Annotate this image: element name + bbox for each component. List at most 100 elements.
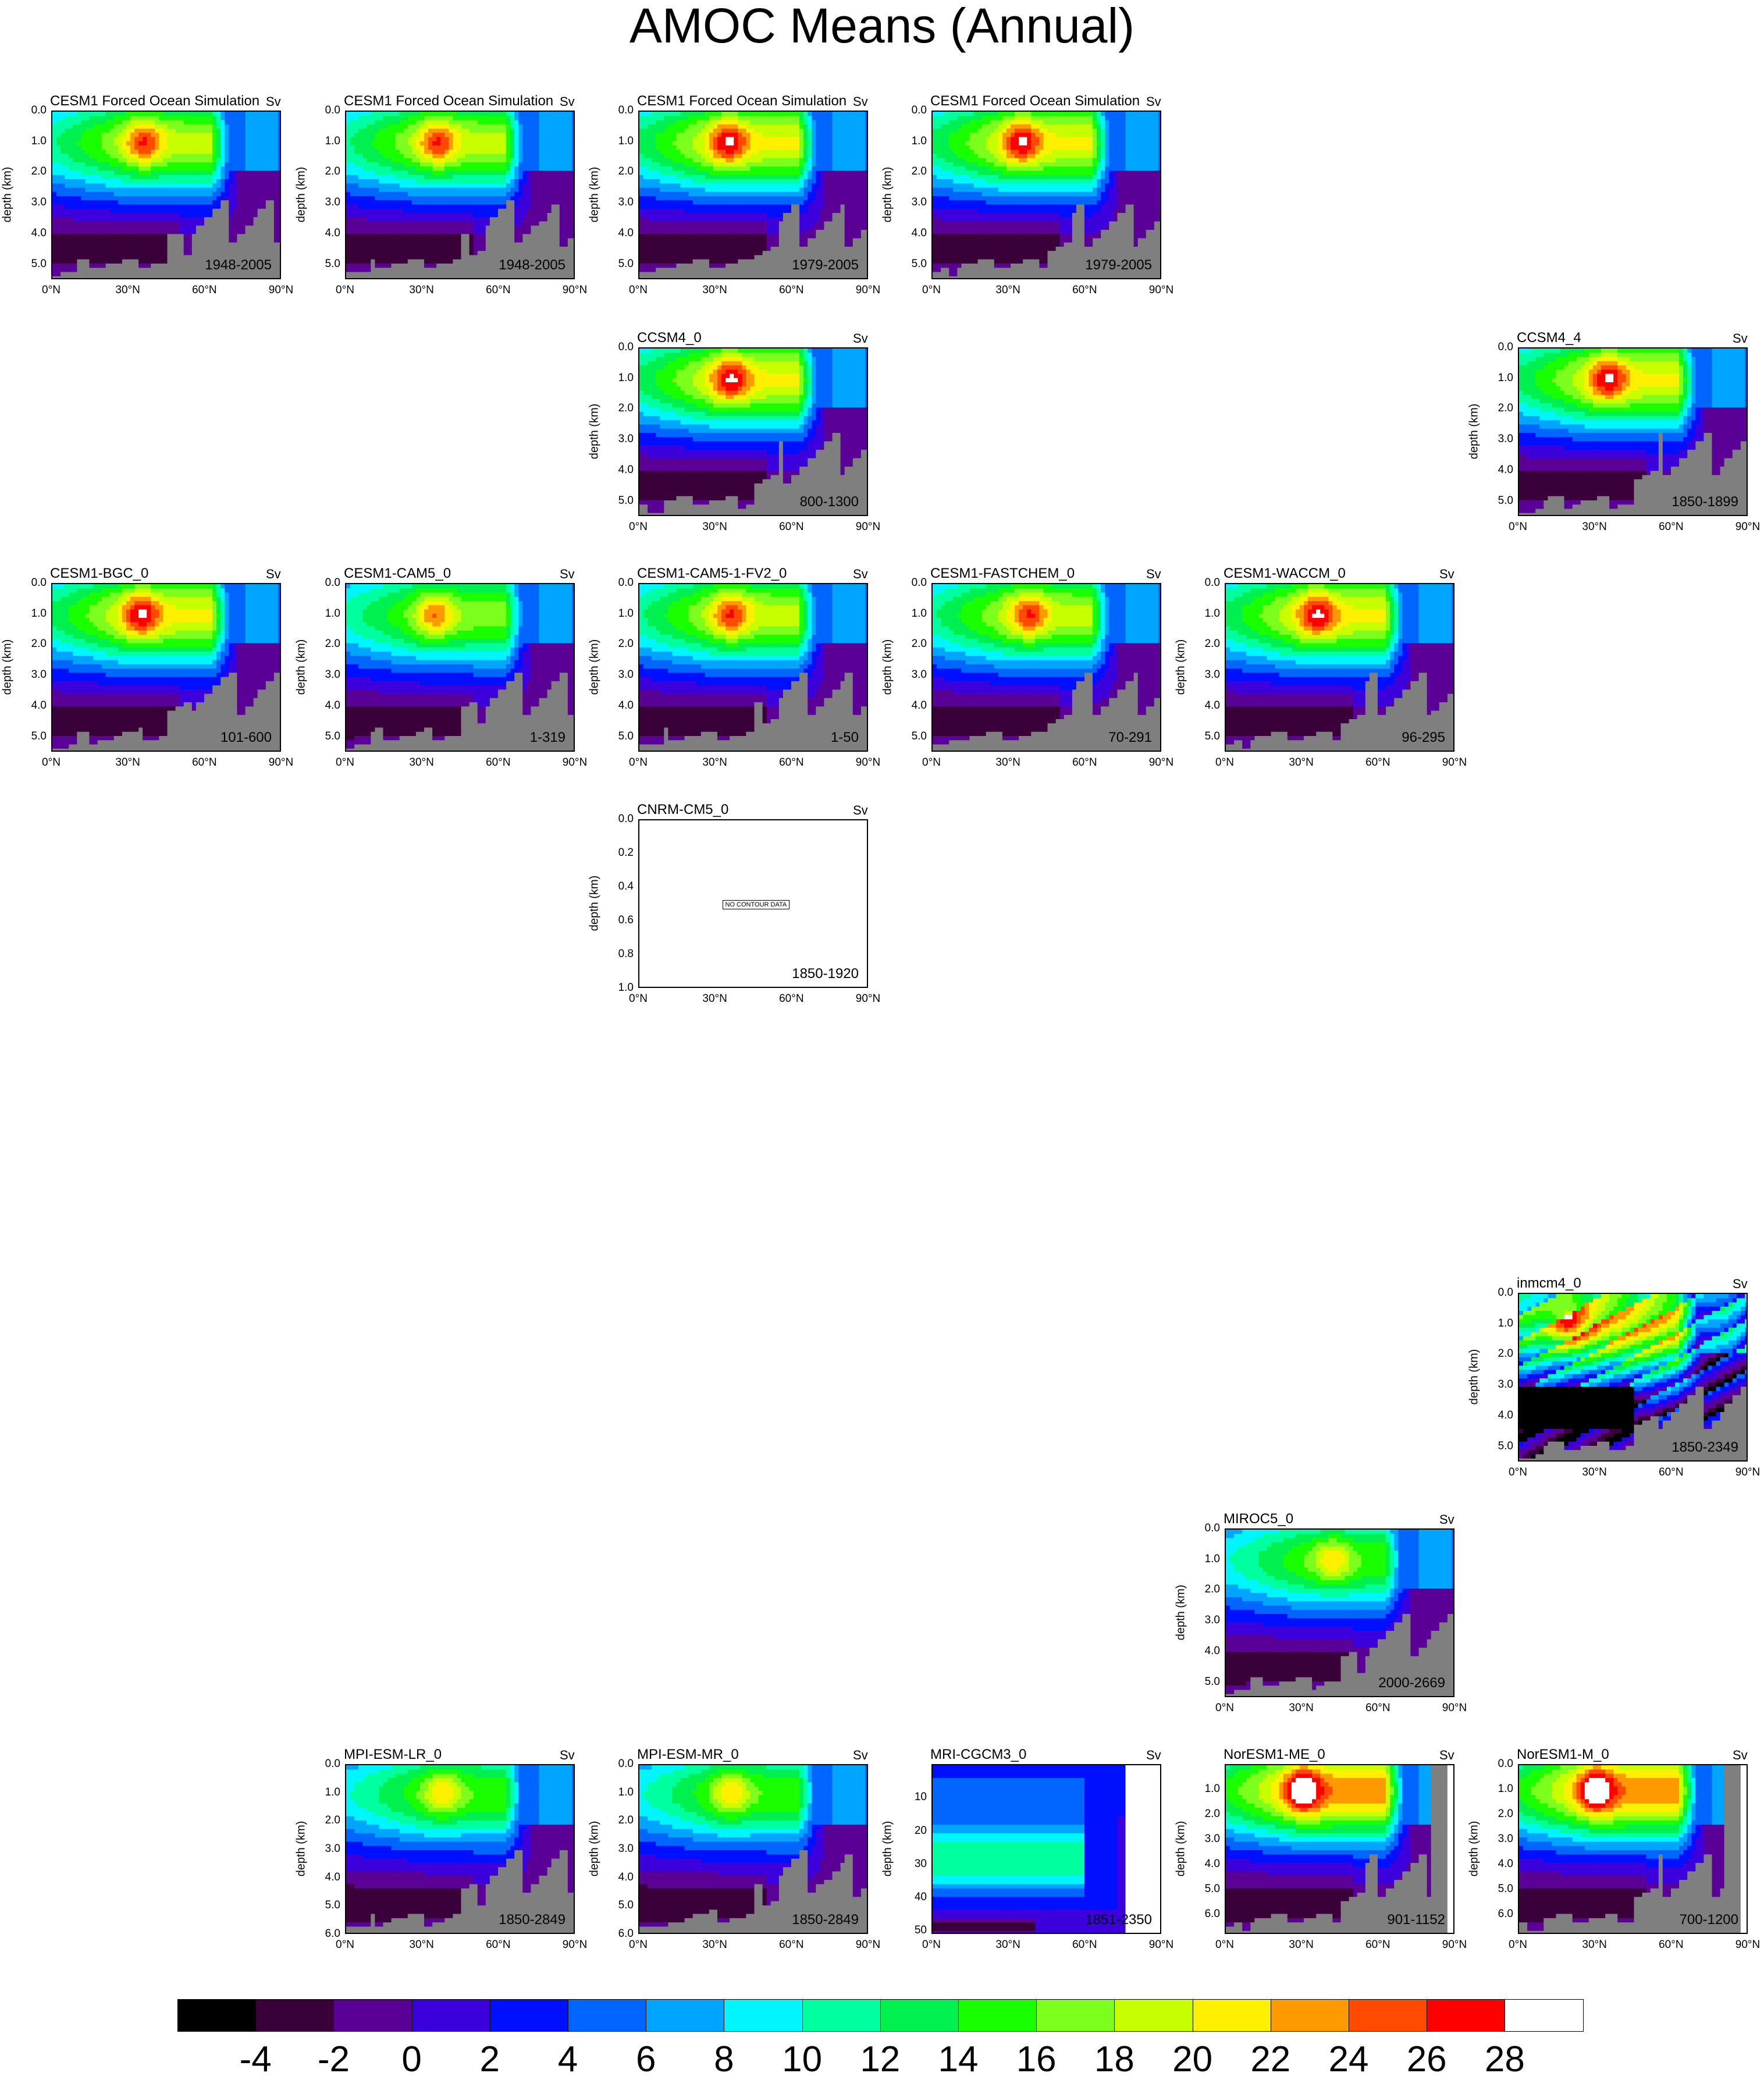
y-tick-label: 2.0 <box>312 1814 340 1827</box>
colorbar-tick-label: 18 <box>1079 2039 1149 2080</box>
y-axis-label: depth (km) <box>1175 1817 1188 1881</box>
y-tick-label: 4.0 <box>19 227 47 240</box>
y-tick-label: 3.0 <box>606 196 634 209</box>
panel-unit-label: Sv <box>853 94 868 109</box>
colorbar-swatch <box>1271 1999 1349 2032</box>
colorbar-swatch <box>880 1999 959 2032</box>
contour-plot-area: 1979-2005 <box>931 111 1161 279</box>
x-tick-label: 0°N <box>328 1939 362 1951</box>
y-tick-label: 4.0 <box>899 227 927 240</box>
x-tick-label: 90°N <box>851 521 885 534</box>
x-tick-label: 60°N <box>774 284 809 297</box>
x-tick-label: 90°N <box>1730 521 1764 534</box>
y-tick-label: 4.0 <box>606 464 634 477</box>
x-tick-label: 0°N <box>328 756 362 769</box>
panel-title: CESM1-CAM5_0 <box>344 566 451 582</box>
x-tick-label: 0°N <box>621 284 656 297</box>
y-tick-label: 40 <box>899 1891 927 1904</box>
period-label: 70-291 <box>1108 730 1152 746</box>
period-label: 101-600 <box>221 730 272 746</box>
y-tick-label: 1.0 <box>606 135 634 148</box>
x-tick-label: 0°N <box>914 284 949 297</box>
panel-unit-label: Sv <box>1439 567 1454 582</box>
colorbar-swatch <box>1427 1999 1505 2032</box>
y-tick-label: 5.0 <box>1485 1883 1513 1896</box>
x-tick-label: 60°N <box>1360 756 1395 769</box>
y-tick-label: 3.0 <box>312 196 340 209</box>
y-tick-label: 5.0 <box>312 1899 340 1912</box>
y-tick-label: 0.0 <box>312 577 340 589</box>
panel-unit-label: Sv <box>853 331 868 346</box>
y-tick-label: 5.0 <box>1192 1676 1220 1688</box>
panel-unit-label: Sv <box>853 567 868 582</box>
y-tick-label: 5.0 <box>19 730 47 743</box>
panel-title: CESM1 Forced Ocean Simulation <box>50 93 259 109</box>
contour-plot-area: 1948-2005 <box>51 111 281 279</box>
x-tick-label: 90°N <box>1437 1702 1472 1715</box>
y-tick-label: 0.6 <box>606 914 634 927</box>
contour-field <box>639 112 868 279</box>
y-tick-label: 4.0 <box>1485 464 1513 477</box>
x-tick-label: 30°N <box>991 284 1026 297</box>
period-label: 1850-2349 <box>1671 1439 1738 1456</box>
x-tick-label: 60°N <box>1653 1939 1688 1951</box>
period-label: 700-1200 <box>1680 1912 1738 1928</box>
y-axis-label: depth (km) <box>1 163 15 227</box>
y-tick-label: 0.0 <box>1485 1286 1513 1299</box>
y-tick-label: 0.0 <box>1192 1522 1220 1535</box>
y-tick-label: 0.0 <box>1485 341 1513 354</box>
period-label: 2000-2669 <box>1378 1675 1445 1691</box>
x-tick-label: 30°N <box>991 1939 1026 1951</box>
y-tick-label: 10 <box>899 1791 927 1804</box>
y-tick-label: 1.0 <box>1485 1317 1513 1330</box>
contour-field <box>346 584 575 752</box>
y-tick-label: 2.0 <box>19 638 47 650</box>
contour-plot-area: 1948-2005 <box>345 111 575 279</box>
panel-unit-label: Sv <box>560 567 575 582</box>
y-axis-label: depth (km) <box>588 872 602 936</box>
y-tick-label: 0.0 <box>19 104 47 117</box>
contour-plot-area: 800-1300 <box>638 347 868 516</box>
colorbar-tick-label: 2 <box>455 2039 525 2080</box>
y-tick-label: 20 <box>899 1825 927 1837</box>
contour-plot-area: 1850-2349 <box>1518 1293 1748 1462</box>
y-tick-label: 3.0 <box>899 196 927 209</box>
y-tick-label: 5.0 <box>312 730 340 743</box>
contour-field <box>1226 584 1454 752</box>
y-tick-label: 0.0 <box>312 1758 340 1770</box>
y-tick-label: 0.0 <box>1485 1758 1513 1770</box>
x-tick-label: 60°N <box>1067 1939 1102 1951</box>
contour-plot-area: 1851-2350 <box>931 1764 1161 1934</box>
contour-field <box>52 584 281 752</box>
y-axis-label: depth (km) <box>1175 1581 1188 1645</box>
colorbar-tick-label: 16 <box>1001 2039 1071 2080</box>
y-tick-label: 1.0 <box>606 1786 634 1799</box>
x-tick-label: 30°N <box>698 1939 732 1951</box>
y-tick-label: 2.0 <box>1485 402 1513 415</box>
period-label: 1851-2350 <box>1085 1912 1152 1928</box>
panel-title: CCSM4_4 <box>1517 330 1581 346</box>
y-axis-label: depth (km) <box>588 400 602 464</box>
y-tick-label: 3.0 <box>1485 1833 1513 1846</box>
panel-unit-label: Sv <box>266 567 281 582</box>
y-tick-label: 3.0 <box>1192 1833 1220 1846</box>
y-tick-label: 0.0 <box>899 577 927 589</box>
colorbar-swatch <box>255 1999 334 2032</box>
period-label: 1948-2005 <box>499 257 566 273</box>
y-tick-label: 2.0 <box>606 402 634 415</box>
y-tick-label: 5.0 <box>19 258 47 271</box>
period-label: 1-50 <box>831 730 859 746</box>
y-tick-label: 5.0 <box>1192 730 1220 743</box>
colorbar-tick-label: -4 <box>221 2039 290 2080</box>
x-tick-label: 0°N <box>914 1939 949 1951</box>
x-tick-label: 60°N <box>187 756 222 769</box>
y-tick-label: 4.0 <box>899 699 927 712</box>
x-tick-label: 30°N <box>698 284 732 297</box>
x-tick-label: 0°N <box>914 756 949 769</box>
y-axis-label: depth (km) <box>295 1817 308 1881</box>
